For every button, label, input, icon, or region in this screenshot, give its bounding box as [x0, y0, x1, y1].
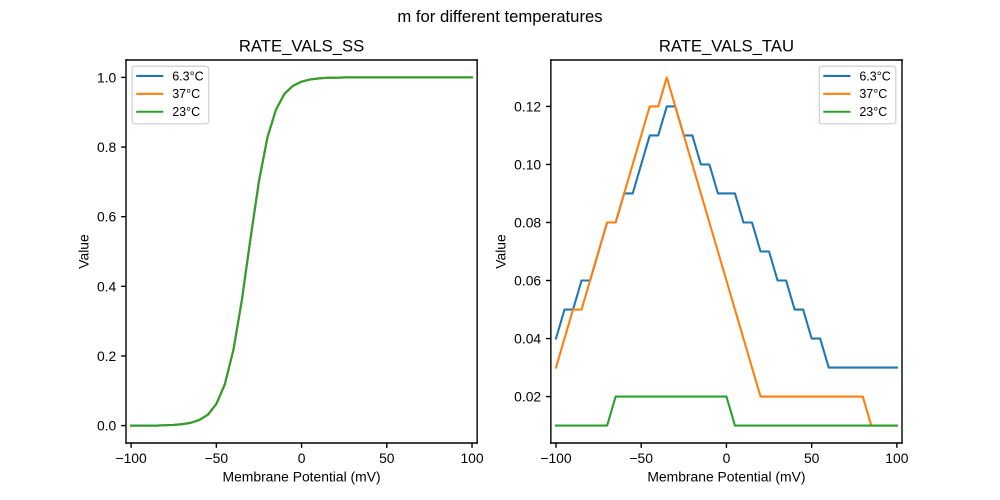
svg-text:0.0: 0.0	[97, 418, 117, 434]
svg-text:Value: Value	[76, 234, 92, 269]
svg-text:23°C: 23°C	[859, 105, 887, 119]
svg-text:0.02: 0.02	[514, 389, 541, 405]
svg-text:0.04: 0.04	[514, 331, 541, 347]
svg-text:23°C: 23°C	[172, 105, 200, 119]
svg-text:−100: −100	[540, 450, 572, 466]
svg-text:RATE_VALS_SS: RATE_VALS_SS	[239, 37, 364, 56]
svg-text:6.3°C: 6.3°C	[859, 69, 890, 83]
svg-text:0: 0	[298, 450, 306, 466]
svg-text:−100: −100	[115, 450, 147, 466]
svg-text:6.3°C: 6.3°C	[172, 69, 203, 83]
svg-text:50: 50	[804, 450, 820, 466]
svg-text:100: 100	[460, 450, 483, 466]
svg-text:m for different temperatures: m for different temperatures	[397, 7, 602, 26]
svg-text:0.4: 0.4	[97, 278, 117, 294]
svg-text:Membrane Potential (mV): Membrane Potential (mV)	[647, 468, 805, 484]
svg-text:0.2: 0.2	[97, 348, 117, 364]
svg-text:−50: −50	[629, 450, 653, 466]
svg-text:100: 100	[885, 450, 908, 466]
svg-text:1.0: 1.0	[97, 69, 117, 85]
svg-text:0.08: 0.08	[514, 215, 541, 231]
svg-text:0.8: 0.8	[97, 139, 117, 155]
svg-text:0.12: 0.12	[514, 98, 541, 114]
svg-text:0: 0	[723, 450, 731, 466]
svg-text:Membrane Potential (mV): Membrane Potential (mV)	[223, 468, 381, 484]
svg-text:50: 50	[379, 450, 395, 466]
svg-text:37°C: 37°C	[172, 87, 200, 101]
svg-text:0.06: 0.06	[514, 273, 541, 289]
svg-text:0.10: 0.10	[514, 156, 541, 172]
svg-text:−50: −50	[205, 450, 229, 466]
svg-text:Value: Value	[493, 234, 509, 269]
svg-text:0.6: 0.6	[97, 209, 117, 225]
svg-text:37°C: 37°C	[859, 87, 887, 101]
svg-text:RATE_VALS_TAU: RATE_VALS_TAU	[659, 37, 794, 56]
